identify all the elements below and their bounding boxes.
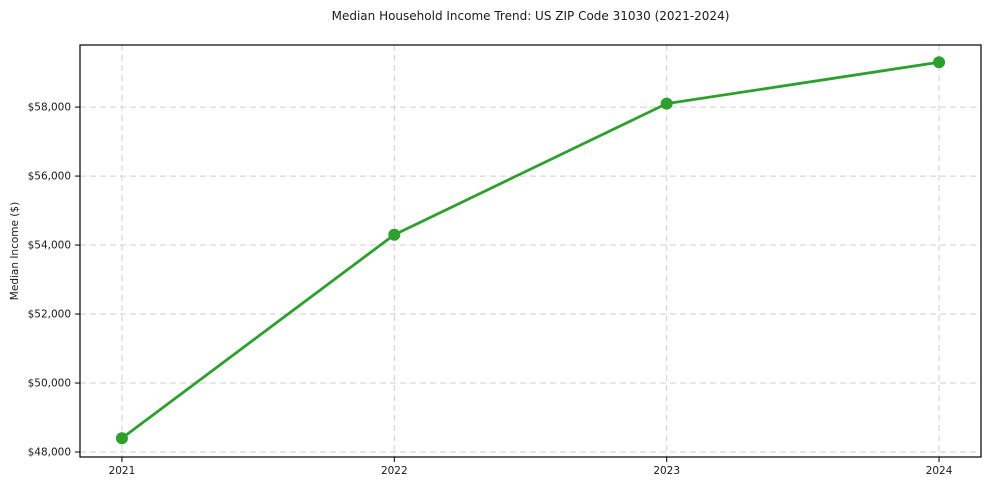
- x-tick-label: 2022: [381, 465, 408, 477]
- y-tick-label: $58,000: [28, 102, 71, 114]
- data-point-2022: [388, 228, 401, 241]
- plot-border: [79, 44, 982, 458]
- x-tick-label: 2023: [653, 465, 680, 477]
- chart-title: Median Household Income Trend: US ZIP Co…: [331, 9, 730, 23]
- x-tick-label: 2021: [109, 465, 136, 477]
- y-tick-label: $48,000: [28, 446, 71, 458]
- trend-line: [120, 60, 941, 440]
- data-point-2021: [115, 432, 128, 445]
- data-point-2024: [933, 56, 946, 69]
- x-tick-label: 2024: [926, 465, 953, 477]
- y-tick-label: $54,000: [28, 240, 71, 252]
- y-tick-label: $56,000: [28, 171, 71, 183]
- y-tick-label: $50,000: [28, 378, 71, 390]
- y-tick-label: $52,000: [28, 309, 71, 321]
- data-point-2023: [660, 97, 673, 110]
